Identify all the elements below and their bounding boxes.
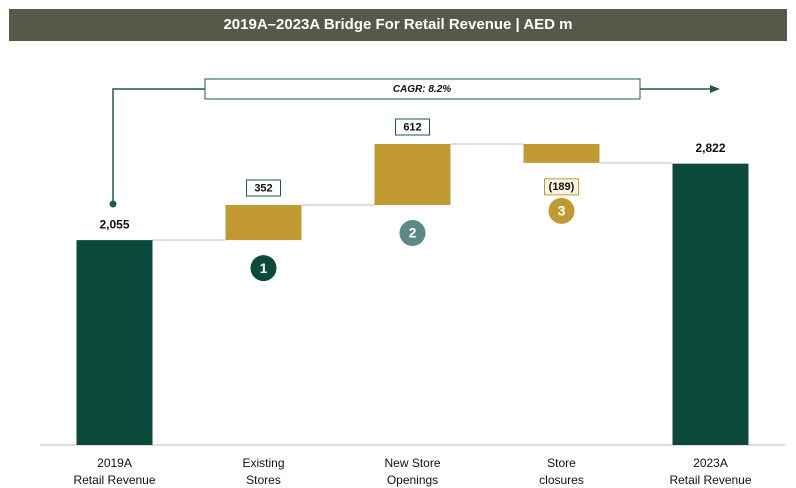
step-label: 3 — [558, 203, 566, 219]
value-label: 2,055 — [99, 217, 129, 231]
title-bar — [9, 9, 787, 41]
value-label: (189) — [549, 181, 575, 193]
x-tick-label: Store closures — [539, 456, 584, 487]
arrow-dot — [109, 200, 117, 208]
step-label: 2 — [409, 225, 417, 241]
arrow-head — [710, 85, 720, 93]
x-tick-label: 2019A Retail Revenue — [73, 456, 155, 487]
x-tick-label: New Store Openings — [384, 456, 440, 487]
value-box — [246, 179, 281, 197]
value-box — [544, 178, 579, 196]
value-label: 352 — [254, 182, 272, 194]
bar — [672, 163, 749, 445]
bar — [523, 144, 600, 163]
step-marker — [250, 255, 277, 282]
value-label: 2,822 — [695, 141, 725, 155]
step-marker — [399, 220, 426, 247]
bar — [76, 240, 153, 445]
chart-title: 2019A–2023A Bridge For Retail Revenue | … — [223, 16, 572, 33]
value-label: 612 — [403, 121, 421, 133]
bar — [225, 205, 302, 241]
step-marker — [548, 197, 575, 224]
x-tick-label: Existing Stores — [242, 456, 284, 487]
x-tick-label: 2023A Retail Revenue — [669, 456, 751, 487]
value-box — [395, 118, 430, 136]
step-label: 1 — [260, 260, 268, 276]
cagr-label: CAGR: 8.2% — [393, 84, 451, 95]
cagr-box — [204, 78, 641, 100]
bar — [374, 144, 451, 206]
